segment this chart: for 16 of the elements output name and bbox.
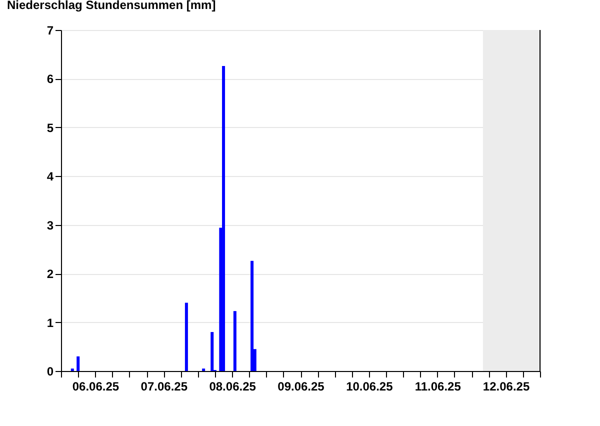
x-tick-label: 09.06.25	[278, 380, 325, 394]
y-tick-label: 5	[46, 120, 54, 135]
x-tick-label: 08.06.25	[209, 380, 256, 394]
y-tick-label: 3	[46, 218, 54, 232]
x-tick-label: 07.06.25	[140, 380, 188, 394]
y-tick-label: 6	[46, 72, 54, 86]
chart-title: Niederschlag Stundensummen [mm]	[7, 0, 216, 12]
x-tick-label: 10.06.25	[346, 380, 394, 394]
y-tick-label: 4	[46, 170, 54, 184]
x-tick-label: 12.06.25	[482, 380, 530, 394]
y-tick-label: 1	[46, 316, 54, 330]
x-tick-label: 11.06.25	[414, 380, 462, 394]
x-tick-label: 06.06.25	[72, 380, 120, 394]
y-tick-label: 7	[46, 24, 54, 38]
y-tick-label: 0	[46, 364, 54, 378]
y-tick-label: 2	[46, 267, 54, 282]
